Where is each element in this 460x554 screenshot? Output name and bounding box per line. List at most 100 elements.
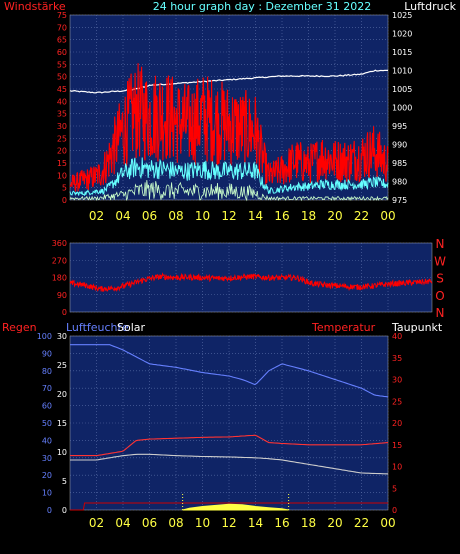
pressure-y-tick-label: 980 [392,178,407,187]
wind-y-tick-label: 25 [57,134,67,143]
dewpoint-series-line [70,453,389,475]
temperature-label: Temperatur [311,321,376,334]
direction-compass-label: S [436,272,444,286]
direction-y-tick-label: 270 [52,256,67,265]
temperature-y-tick-label: 30 [392,376,402,385]
humidity-x-tick-label: 16 [274,516,289,530]
humidity-y-tick-label: 60 [42,402,52,411]
solar-y-tick-label: 20 [57,390,67,399]
wind-y-tick-label: 30 [57,122,67,131]
humidity-x-tick-label: 14 [248,516,263,530]
pressure-label: Luftdruck [404,0,456,13]
pressure-y-tick-label: 995 [392,122,407,131]
wind-x-tick-label: 00 [380,209,395,223]
temperature-y-tick-label: 5 [392,484,397,493]
wind-strength-label: Windstärke [4,0,66,13]
wind-x-tick-label: 08 [168,209,183,223]
direction-compass-label: O [435,289,444,303]
pressure-y-tick-label: 1005 [392,85,412,94]
humidity-x-tick-label: 08 [168,516,183,530]
pressure-y-tick-label: 990 [392,141,407,150]
wind-x-tick-label: 02 [89,209,104,223]
wind-y-tick-label: 40 [57,97,67,106]
temperature-y-tick-label: 20 [392,419,402,428]
solar-y-tick-label: 10 [57,448,67,457]
humidity-y-tick-label: 30 [42,454,52,463]
solar-y-tick-label: 30 [57,332,67,341]
wind-x-tick-label: 04 [115,209,130,223]
temperature-y-tick-label: 10 [392,463,402,472]
wind-pressure-chart: Windstärke Luftdruck 0510152025303540455… [4,0,457,223]
humidity-x-tick-label: 10 [195,516,210,530]
direction-y-tick-label: 360 [52,239,67,248]
solar-y-tick-label: 0 [62,506,67,515]
humidity-y-tick-label: 70 [42,384,52,393]
humidity-temperature-chart: Regen Luftfeuchte Solar Temperatur Taupu… [2,321,443,530]
solar-series-area [182,503,289,511]
direction-y-tick-label: 90 [57,291,67,300]
pressure-y-tick-label: 985 [392,159,407,168]
temperature-y-tick-label: 15 [392,441,402,450]
wind-x-tick-label: 12 [221,209,236,223]
rain-series-line [70,502,388,511]
pressure-y-tick-label: 1025 [392,11,412,20]
wind-y-tick-label: 15 [57,159,67,168]
wind-x-tick-label: 16 [274,209,289,223]
wind-y-tick-label: 50 [57,73,67,82]
wind-y-tick-label: 60 [57,48,67,57]
wind-x-tick-label: 18 [301,209,316,223]
pressure-y-tick-label: 975 [392,196,407,205]
wind-y-tick-label: 10 [57,171,67,180]
temperature-series-line [70,434,389,457]
direction-compass-label: N [436,306,445,320]
humidity-label: Luftfeuchte [66,321,129,334]
dewpoint-label: Taupunkt [391,321,443,334]
humidity-y-tick-label: 20 [42,471,52,480]
wind-y-tick-label: 45 [57,85,67,94]
pressure-y-tick-label: 1015 [392,48,412,57]
pressure-y-tick-label: 1010 [392,67,412,76]
humidity-x-tick-label: 12 [221,516,236,530]
solar-y-tick-label: 15 [57,419,67,428]
humidity-x-tick-label: 18 [301,516,316,530]
temperature-y-tick-label: 25 [392,397,402,406]
wind-x-tick-label: 20 [327,209,342,223]
humidity-y-tick-label: 50 [42,419,52,428]
chart-title: 24 hour graph day : Dezember 31 2022 [153,0,372,13]
wind-x-tick-label: 22 [354,209,369,223]
humidity-x-tick-label: 22 [354,516,369,530]
direction-compass-label: W [434,254,446,268]
temperature-y-tick-label: 0 [392,506,397,515]
wind-y-tick-label: 70 [57,23,67,32]
wind-y-tick-label: 35 [57,110,67,119]
solar-y-tick-label: 5 [62,477,67,486]
humidity-x-tick-label: 06 [142,516,157,530]
humidity-y-tick-label: 90 [42,349,52,358]
gust-series-line [69,63,389,192]
solar-y-tick-label: 25 [57,361,67,370]
wind-y-tick-label: 65 [57,36,67,45]
solar-label: Solar [117,321,146,334]
wind-y-tick-label: 0 [62,196,67,205]
rain-label: Regen [2,321,37,334]
wind-x-tick-label: 06 [142,209,157,223]
calm-wind-series-line [69,180,389,202]
wind-y-tick-label: 5 [62,184,67,193]
pressure-y-tick-label: 1000 [392,104,412,113]
humidity-y-tick-label: 10 [42,489,52,498]
wind-x-tick-label: 14 [248,209,263,223]
direction-y-tick-label: 0 [62,308,67,317]
direction-y-tick-label: 180 [52,274,67,283]
humidity-x-tick-label: 04 [115,516,130,530]
wind-y-tick-label: 75 [57,11,67,20]
humidity-y-tick-label: 40 [42,436,52,445]
wind-series-line [69,157,389,197]
pressure-series-line [69,69,388,94]
wind-y-tick-label: 55 [57,60,67,69]
humidity-x-tick-label: 20 [327,516,342,530]
humidity-y-tick-label: 100 [37,332,52,341]
humidity-x-tick-label: 00 [380,516,395,530]
direction-series-line [69,272,433,293]
humidity-y-tick-label: 80 [42,367,52,376]
